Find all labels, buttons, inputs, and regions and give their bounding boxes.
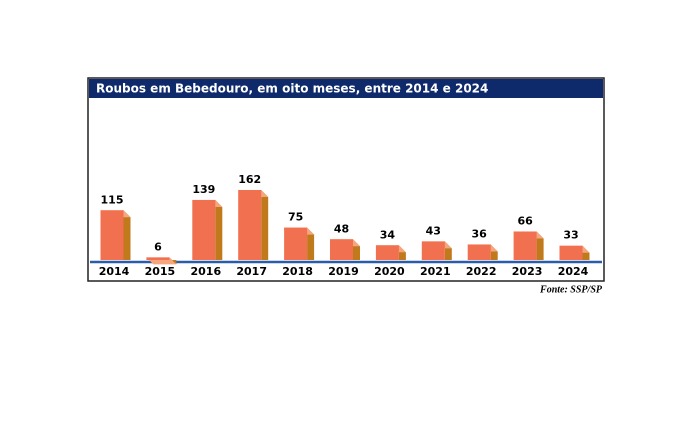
value-label: 66 bbox=[517, 214, 533, 227]
x-tick-label: 2024 bbox=[558, 265, 589, 278]
bar bbox=[330, 239, 353, 260]
value-label: 139 bbox=[192, 183, 215, 196]
x-tick-label: 2020 bbox=[374, 265, 405, 278]
bar bbox=[192, 199, 216, 260]
value-label: 48 bbox=[334, 222, 349, 235]
bar-side bbox=[261, 190, 269, 260]
bar bbox=[559, 245, 583, 260]
value-label: 36 bbox=[472, 227, 488, 240]
bar bbox=[238, 190, 262, 260]
value-label: 34 bbox=[380, 228, 396, 241]
value-label: 75 bbox=[288, 211, 303, 224]
x-tick-label: 2023 bbox=[512, 265, 543, 278]
chart-title: Roubos em Bebedouro, em oito meses, entr… bbox=[96, 82, 488, 96]
bar bbox=[513, 231, 537, 260]
value-label: 33 bbox=[563, 229, 578, 242]
x-tick-label: 2015 bbox=[145, 265, 176, 278]
x-tick-label: 2017 bbox=[236, 265, 267, 278]
bar-side bbox=[215, 199, 223, 260]
bar bbox=[100, 210, 124, 260]
value-label: 43 bbox=[426, 224, 441, 237]
x-tick-label: 2021 bbox=[420, 265, 451, 278]
x-tick-label: 2014 bbox=[99, 265, 130, 278]
x-tick-label: 2016 bbox=[190, 265, 221, 278]
x-tick-label: 2022 bbox=[466, 265, 497, 278]
bar bbox=[467, 244, 491, 260]
bar bbox=[421, 241, 445, 260]
bar-side bbox=[307, 227, 315, 260]
value-label: 115 bbox=[101, 193, 124, 206]
bar bbox=[375, 245, 399, 260]
source: Fonte: SSP/SP bbox=[539, 284, 603, 295]
value-label: 6 bbox=[154, 240, 162, 253]
value-label: 162 bbox=[238, 173, 261, 186]
bar bbox=[284, 227, 308, 260]
bar-side bbox=[123, 210, 131, 260]
bar bbox=[146, 257, 170, 260]
bar-side bbox=[536, 231, 544, 260]
x-tick-label: 2018 bbox=[282, 265, 313, 278]
title-bar bbox=[89, 79, 603, 98]
x-tick-label: 2019 bbox=[328, 265, 359, 278]
